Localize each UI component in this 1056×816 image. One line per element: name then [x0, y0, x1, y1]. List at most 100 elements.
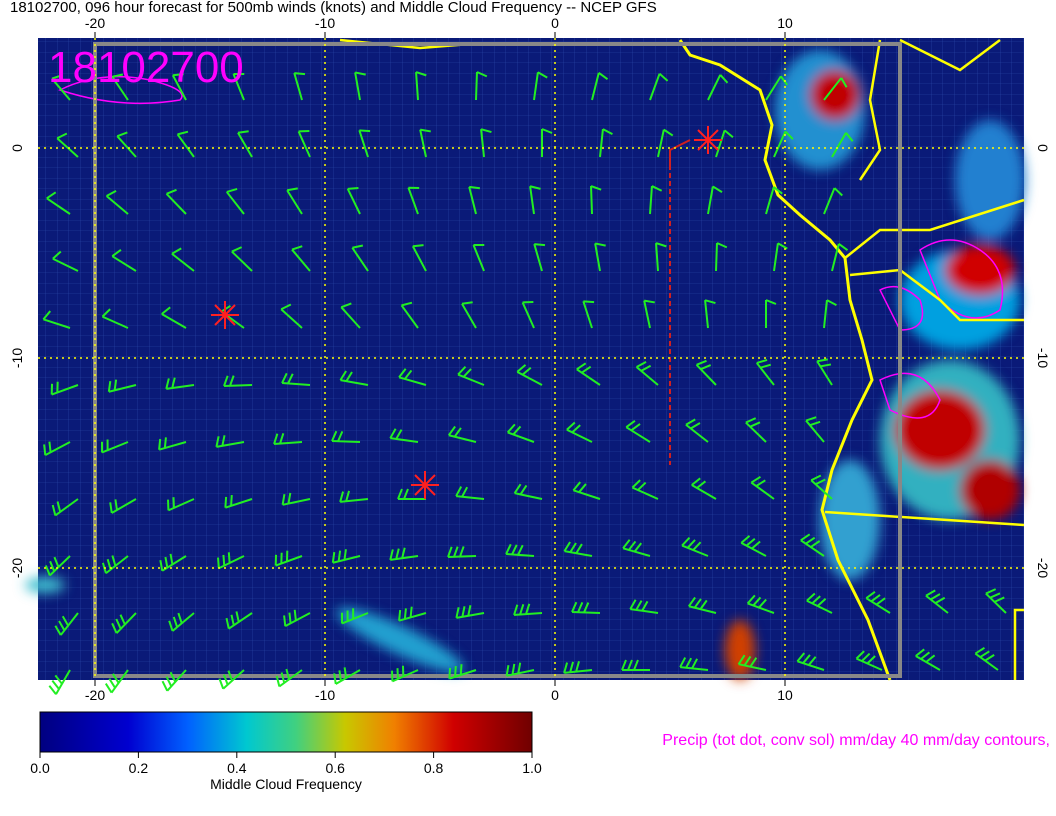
- wind-barb: [54, 612, 79, 636]
- wind-barb: [331, 430, 361, 443]
- wind-barb: [625, 419, 651, 443]
- wind-barb: [105, 190, 129, 215]
- wind-barb: [281, 372, 311, 386]
- wind-barb: [273, 432, 303, 445]
- wind-barb: [635, 361, 659, 386]
- lon-label: -10: [315, 15, 335, 31]
- wind-barb: [217, 552, 245, 570]
- wind-barb: [389, 547, 419, 561]
- wind-barb: [167, 497, 195, 512]
- wind-barb: [806, 592, 833, 614]
- lon-label: 10: [777, 687, 793, 703]
- wind-barb: [391, 665, 419, 683]
- wind-barb: [461, 301, 477, 329]
- wind-barb: [225, 187, 245, 215]
- wind-barb: [506, 423, 535, 443]
- wind-barb: [231, 246, 253, 272]
- wind-barb: [171, 247, 195, 272]
- colorbar-tick-label: 0.2: [129, 760, 149, 776]
- wind-barb: [985, 588, 1007, 614]
- wind-barb: [974, 646, 999, 671]
- wind-barb: [111, 73, 129, 101]
- wind-barb: [415, 71, 427, 101]
- wind-barb: [56, 132, 79, 158]
- wind-barb: [765, 186, 783, 215]
- wind-barb: [48, 669, 71, 695]
- wind-barb: [810, 474, 833, 500]
- lat-label: 0: [1035, 144, 1051, 152]
- wind-barb: [629, 599, 659, 614]
- wind-barb: [805, 416, 825, 443]
- wind-barb: [397, 488, 426, 500]
- colorbar-tick-label: 0.8: [424, 760, 444, 776]
- wind-barb: [765, 75, 789, 101]
- wind-barb: [293, 72, 306, 101]
- wind-barb: [823, 187, 843, 215]
- wind-barb: [400, 301, 419, 329]
- wind-barb: [755, 358, 775, 386]
- wind-barb: [333, 667, 361, 685]
- wind-barb: [643, 299, 655, 329]
- colorbar-label: Middle Cloud Frequency: [210, 776, 362, 792]
- wind-barb: [346, 187, 361, 215]
- lon-label: 0: [551, 687, 559, 703]
- wind-barb: [649, 72, 669, 101]
- wind-barb: [816, 358, 833, 386]
- wind-barb: [158, 437, 187, 451]
- wind-barb: [339, 370, 369, 386]
- wind-barb: [457, 366, 485, 386]
- wind-barb: [339, 490, 369, 503]
- wind-barb: [582, 300, 595, 329]
- wind-barb: [51, 498, 79, 517]
- wind-barb: [161, 669, 187, 692]
- lat-label: -20: [9, 558, 25, 578]
- wind-barb: [341, 608, 369, 625]
- wind-barb: [283, 609, 311, 628]
- wind-barb: [655, 242, 667, 272]
- lat-label: -10: [1035, 348, 1051, 368]
- wind-barb: [297, 130, 311, 158]
- wind-barb: [831, 132, 854, 158]
- wind-barb: [563, 661, 593, 674]
- wind-barb: [631, 479, 659, 500]
- wind-barb: [740, 535, 767, 557]
- wind-barb: [354, 71, 366, 101]
- wind-barb: [571, 601, 601, 614]
- colorbar-tick-label: 1.0: [522, 760, 542, 776]
- wind-barb: [513, 483, 543, 500]
- wind-barb: [622, 539, 651, 557]
- wind-barb: [715, 129, 734, 158]
- wind-barb: [621, 659, 650, 671]
- wind-barb: [707, 185, 723, 215]
- wind-barb: [533, 243, 546, 272]
- wind-barb: [281, 492, 311, 506]
- wind-barb: [109, 498, 137, 514]
- wind-barb: [513, 603, 543, 616]
- wind-barb: [915, 648, 941, 671]
- wind-barb: [746, 594, 775, 614]
- wind-barb: [737, 654, 767, 671]
- lat-label: -20: [1035, 558, 1051, 578]
- wind-barb: [407, 186, 420, 215]
- wind-barb: [111, 248, 137, 272]
- wind-barb: [796, 652, 825, 671]
- wind-barbs: [42, 71, 1007, 695]
- wind-barb: [107, 379, 137, 393]
- wind-barb: [237, 130, 253, 158]
- wind-barb: [566, 421, 593, 443]
- lon-label: 10: [777, 15, 793, 31]
- wind-barb: [541, 128, 553, 157]
- wind-barb: [691, 477, 717, 500]
- wind-barb: [448, 425, 477, 443]
- precip-contours: [58, 75, 1004, 419]
- wind-barb: [52, 250, 79, 272]
- wind-barb: [745, 417, 767, 443]
- wind-barb: [505, 543, 535, 557]
- wind-barb: [657, 128, 674, 158]
- wind-barb: [576, 362, 601, 386]
- wind-barb: [419, 128, 431, 158]
- wind-barb: [44, 555, 71, 577]
- wind-barb: [823, 77, 848, 101]
- wind-barb: [594, 242, 606, 272]
- wind-barb: [599, 128, 613, 158]
